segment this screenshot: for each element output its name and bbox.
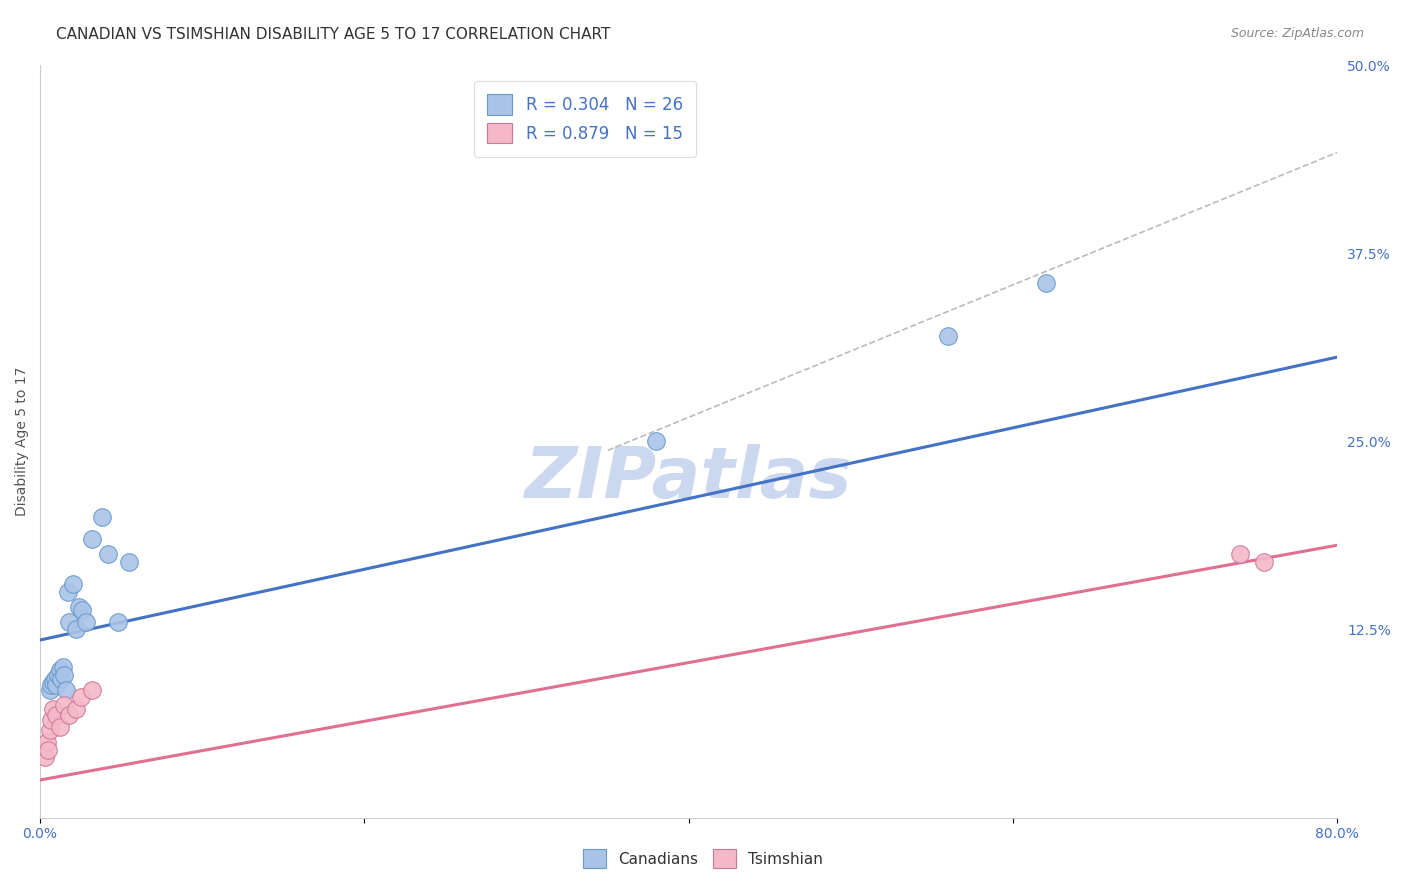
Point xyxy=(45,678,67,692)
Point xyxy=(38,723,60,738)
Point xyxy=(67,599,90,614)
Point xyxy=(38,682,60,697)
Point xyxy=(75,615,97,629)
Point xyxy=(80,532,103,546)
Point xyxy=(51,672,73,686)
Point xyxy=(48,720,70,734)
Text: ZIPatlas: ZIPatlas xyxy=(524,444,852,514)
Point xyxy=(65,702,87,716)
Point xyxy=(42,675,65,690)
Point xyxy=(645,434,668,449)
Point xyxy=(72,603,94,617)
Text: Source: ZipAtlas.com: Source: ZipAtlas.com xyxy=(1230,27,1364,40)
Point xyxy=(41,713,63,727)
Point xyxy=(1229,547,1251,561)
Point xyxy=(53,667,76,681)
Point xyxy=(44,672,66,686)
Point xyxy=(35,735,58,749)
Point xyxy=(48,663,70,677)
Point xyxy=(41,678,63,692)
Point xyxy=(53,698,76,712)
Point xyxy=(58,615,80,629)
Point xyxy=(55,682,77,697)
Point xyxy=(118,555,141,569)
Text: CANADIAN VS TSIMSHIAN DISABILITY AGE 5 TO 17 CORRELATION CHART: CANADIAN VS TSIMSHIAN DISABILITY AGE 5 T… xyxy=(56,27,610,42)
Point xyxy=(1035,277,1057,291)
Point xyxy=(62,577,84,591)
Point xyxy=(65,623,87,637)
Point xyxy=(37,743,59,757)
Point xyxy=(97,547,120,561)
Point xyxy=(58,708,80,723)
Point xyxy=(936,329,959,343)
Point xyxy=(1253,555,1275,569)
Point xyxy=(45,708,67,723)
Point xyxy=(69,690,91,705)
Point xyxy=(42,702,65,716)
Point xyxy=(46,667,69,681)
Point xyxy=(52,660,75,674)
Legend: R = 0.304   N = 26, R = 0.879   N = 15: R = 0.304 N = 26, R = 0.879 N = 15 xyxy=(474,81,696,157)
Point xyxy=(80,682,103,697)
Point xyxy=(56,585,79,599)
Legend: Canadians, Tsimshian: Canadians, Tsimshian xyxy=(575,841,831,875)
Point xyxy=(107,615,129,629)
Point xyxy=(34,750,56,764)
Point xyxy=(90,509,112,524)
Y-axis label: Disability Age 5 to 17: Disability Age 5 to 17 xyxy=(15,367,30,516)
